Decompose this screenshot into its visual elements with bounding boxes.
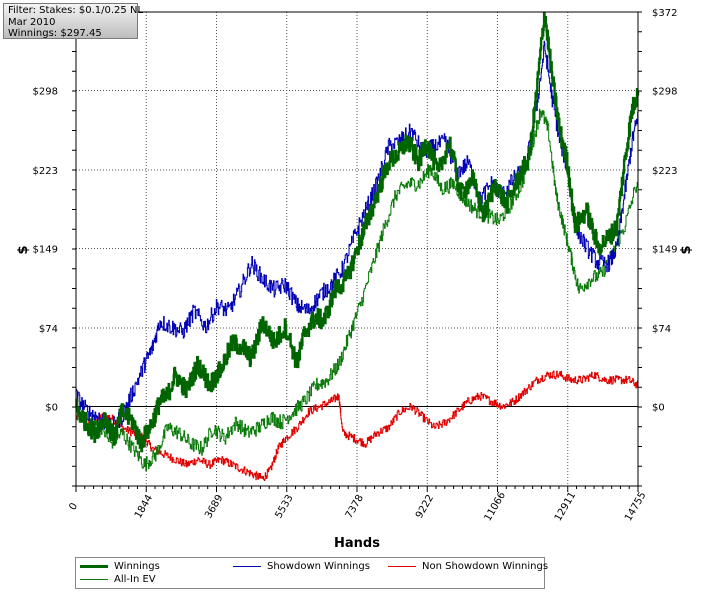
x-tick-label: 5533: [273, 493, 295, 521]
legend-item-winnings: Winnings: [80, 561, 160, 572]
legend-label-showdown: Showdown Winnings: [267, 561, 370, 572]
x-tick-label: 11066: [483, 490, 508, 523]
series-layer: [75, 12, 640, 481]
y-tick-label-right: $0: [652, 402, 665, 413]
filter-info-box: Filter: Stakes: $0.1/0.25 NL Mar 2010 Wi…: [3, 3, 144, 39]
legend-item-allin-ev: All-In EV: [80, 574, 156, 585]
series-line-non-showdown: [76, 370, 639, 481]
legend-swatch-non-showdown: [388, 566, 416, 567]
series-line-showdown: [76, 40, 639, 433]
legend-swatch-showdown: [233, 566, 261, 567]
legend-swatch-winnings: [80, 565, 108, 568]
y-tick-label-left: $223: [33, 166, 58, 177]
x-tick-label: 1844: [133, 493, 155, 521]
legend-swatch-allin-ev: [80, 579, 108, 580]
legend-label-allin-ev: All-In EV: [114, 574, 156, 585]
y-tick-label-right: $372: [652, 8, 677, 19]
y-tick-label-left: $74: [39, 324, 58, 335]
y-tick-label-right: $298: [652, 86, 677, 97]
x-tick-label: 12911: [553, 490, 578, 523]
x-tick-label: 7378: [344, 493, 366, 521]
y-axis-title-left: $: [16, 245, 31, 254]
y-tick-label-right: $223: [652, 166, 677, 177]
y-tick-label-right: $74: [652, 324, 671, 335]
legend: Winnings All-In EV Showdown Winnings Non…: [75, 557, 548, 589]
winnings-text: Winnings: $297.45: [8, 28, 102, 39]
y-tick-label-left: $298: [33, 86, 58, 97]
legend-label-non-showdown: Non Showdown Winnings: [422, 561, 549, 572]
series-line-allin-ev: [76, 108, 639, 471]
legend-item-non-showdown: Non Showdown Winnings: [388, 561, 548, 572]
x-tick-label: 0: [67, 501, 80, 512]
y-tick-label-left: $149: [33, 244, 58, 255]
filter-text: Filter: Stakes: $0.1/0.25 NL: [8, 5, 144, 16]
y-tick-label-right: $149: [652, 244, 677, 255]
y-tick-label-left: $0: [45, 402, 58, 413]
x-tick-label: 14755: [623, 490, 648, 523]
x-tick-label: 9222: [414, 493, 436, 521]
date-text: Mar 2010: [8, 16, 56, 28]
legend-label-winnings: Winnings: [114, 561, 160, 572]
series-line-winnings: [75, 12, 640, 453]
x-tick-label: 3689: [203, 493, 225, 521]
y-axis-title-right: $: [679, 245, 694, 254]
legend-item-showdown: Showdown Winnings: [233, 561, 370, 572]
x-axis-title: Hands: [334, 536, 380, 551]
